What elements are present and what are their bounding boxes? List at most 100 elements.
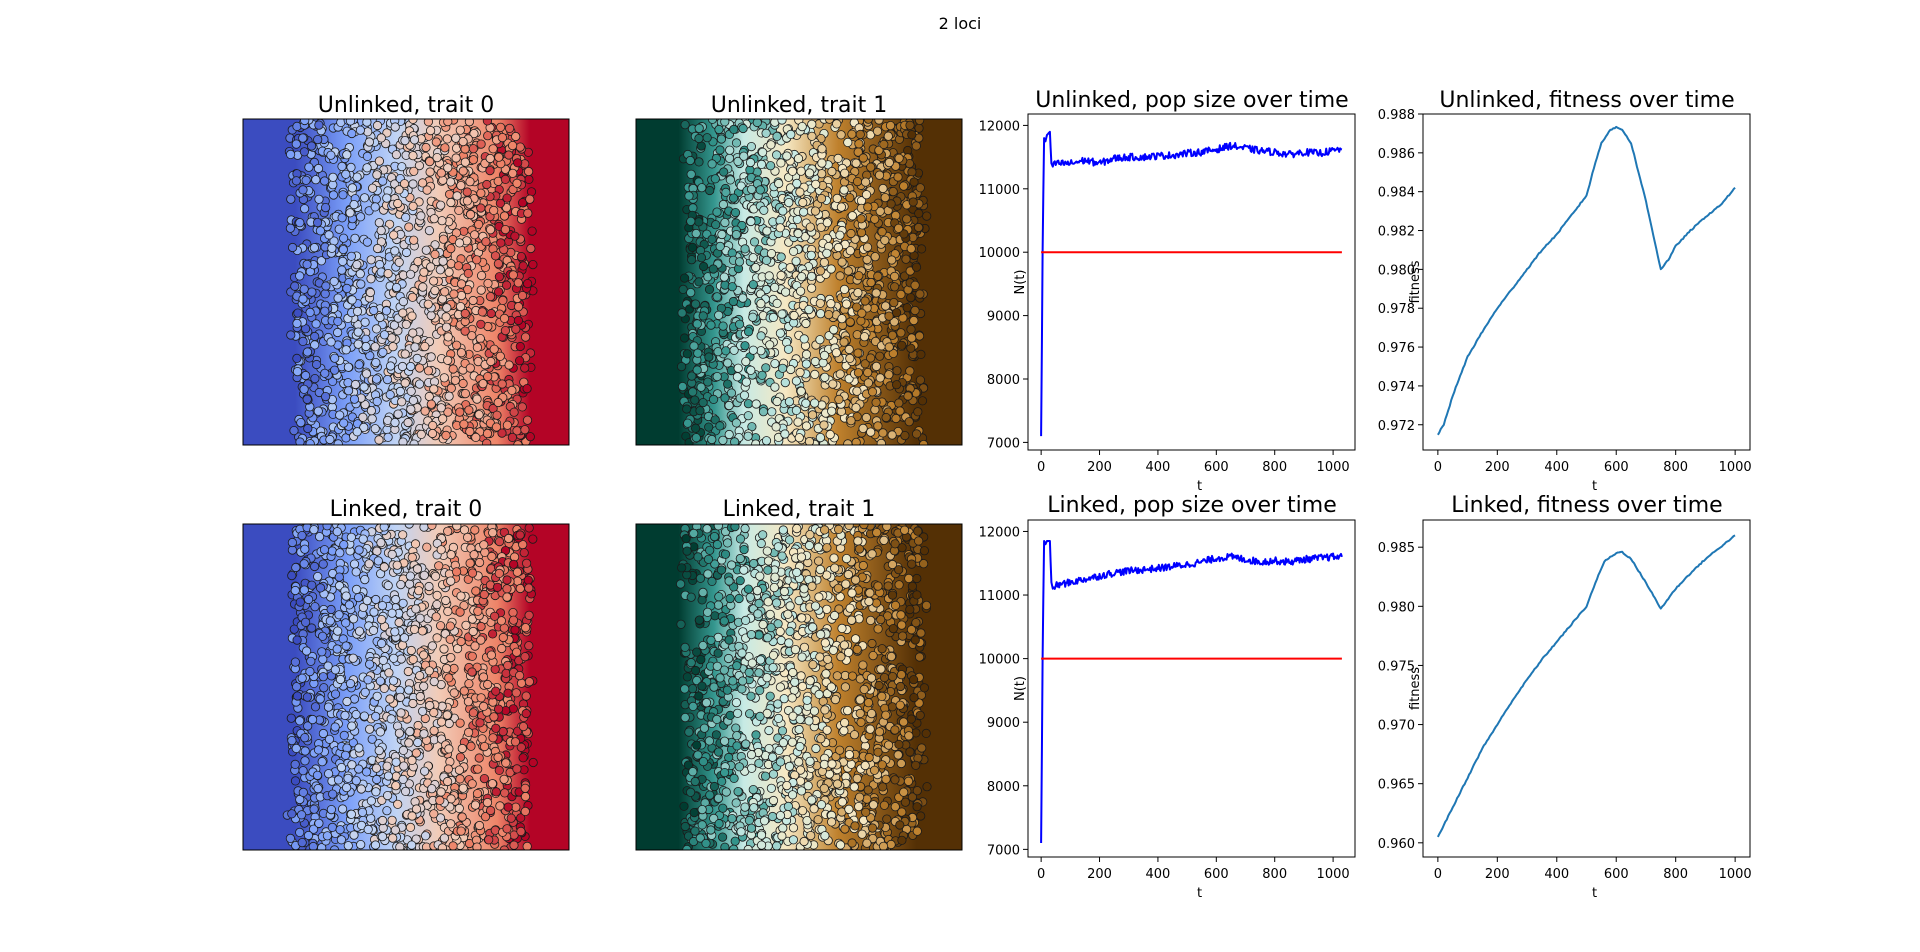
individual-dot (328, 172, 338, 182)
individual-dot (444, 189, 455, 199)
individual-dot (786, 364, 796, 375)
individual-dot (442, 710, 452, 720)
individual-dot (437, 216, 447, 226)
individual-dot (493, 287, 504, 297)
individual-dot (446, 819, 456, 829)
individual-dot (776, 158, 786, 168)
individual-dot (521, 691, 531, 701)
individual-dot (430, 571, 441, 581)
individual-dot (319, 176, 330, 186)
individual-dot (397, 397, 407, 407)
individual-dot (423, 299, 433, 309)
individual-dot (317, 757, 327, 767)
individual-dot (911, 429, 922, 439)
individual-dot (430, 240, 440, 250)
individual-dot (455, 407, 465, 417)
individual-dot (375, 676, 385, 686)
individual-dot (697, 183, 707, 193)
individual-dot (686, 287, 696, 298)
individual-dot (432, 153, 442, 163)
individual-dot (824, 309, 834, 320)
individual-dot (514, 356, 525, 366)
individual-dot (444, 718, 454, 729)
individual-dot (296, 417, 306, 428)
individual-dot (389, 230, 399, 240)
individual-dot (371, 594, 381, 605)
individual-dot (807, 131, 817, 141)
individual-dot (299, 384, 309, 394)
individual-dot (440, 287, 450, 297)
individual-dot (436, 403, 446, 413)
individual-dot (799, 334, 809, 344)
individual-dot (311, 175, 321, 185)
individual-dot (739, 390, 750, 400)
individual-dot (518, 261, 528, 271)
individual-dot (459, 419, 469, 429)
individual-dot (445, 634, 455, 644)
individual-dot (364, 659, 375, 669)
individual-dot (390, 246, 400, 256)
individual-dot (426, 352, 436, 362)
individual-dot (358, 602, 368, 613)
individual-dot (512, 764, 522, 774)
individual-dot (721, 346, 731, 356)
individual-dot (311, 319, 321, 329)
individual-dot (366, 796, 376, 806)
individual-dot (379, 683, 389, 694)
individual-dot (891, 210, 901, 220)
individual-dot (691, 433, 701, 443)
individual-dot (462, 532, 473, 543)
individual-dot (843, 137, 853, 147)
individual-dot (320, 203, 331, 213)
individual-dot (494, 765, 504, 776)
individual-dot (488, 528, 498, 538)
individual-dot (698, 397, 708, 408)
individual-dot (389, 320, 399, 330)
individual-dot (445, 177, 456, 187)
individual-dot (512, 178, 522, 188)
unlinked-trait1-frame (635, 118, 963, 446)
individual-dot (807, 410, 818, 420)
individual-dot (351, 709, 361, 720)
individual-dot (338, 245, 348, 255)
individual-dot (398, 437, 408, 445)
individual-dot (348, 614, 359, 624)
individual-dot (793, 154, 804, 164)
individual-dot (340, 750, 351, 760)
individual-dot (520, 783, 530, 793)
individual-dot (499, 774, 509, 784)
individual-dot (315, 583, 326, 593)
unlinked-pop-xtick-label: 0 (1037, 460, 1045, 475)
individual-dot (425, 126, 436, 136)
individual-dot (503, 660, 513, 671)
individual-dot (411, 804, 422, 814)
individual-dot (403, 417, 413, 428)
individual-dot (416, 211, 426, 221)
individual-dot (455, 774, 465, 784)
individual-dot (361, 341, 371, 352)
individual-dot (376, 133, 386, 143)
individual-dot (489, 611, 500, 621)
individual-dot (524, 610, 534, 620)
individual-dot (358, 534, 368, 544)
individual-dot (729, 124, 739, 134)
individual-dot (371, 763, 382, 773)
individual-dot (896, 328, 906, 338)
individual-dot (734, 319, 745, 329)
individual-dot (810, 356, 820, 367)
individual-dot (393, 409, 403, 419)
individual-dot (342, 696, 352, 707)
unlinked-pop-xtick-label: 200 (1087, 460, 1112, 475)
individual-dot (287, 242, 298, 253)
individual-dot (427, 641, 437, 651)
individual-dot (289, 425, 299, 436)
unlinked-fit-xtick-label: 600 (1604, 460, 1629, 475)
individual-dot (405, 822, 416, 833)
individual-dot (889, 271, 900, 281)
individual-dot (884, 370, 894, 380)
individual-dot (391, 594, 401, 605)
linked-trait0-individuals (282, 524, 538, 850)
individual-dot (486, 356, 496, 367)
individual-dot (695, 406, 705, 416)
individual-dot (333, 775, 344, 785)
